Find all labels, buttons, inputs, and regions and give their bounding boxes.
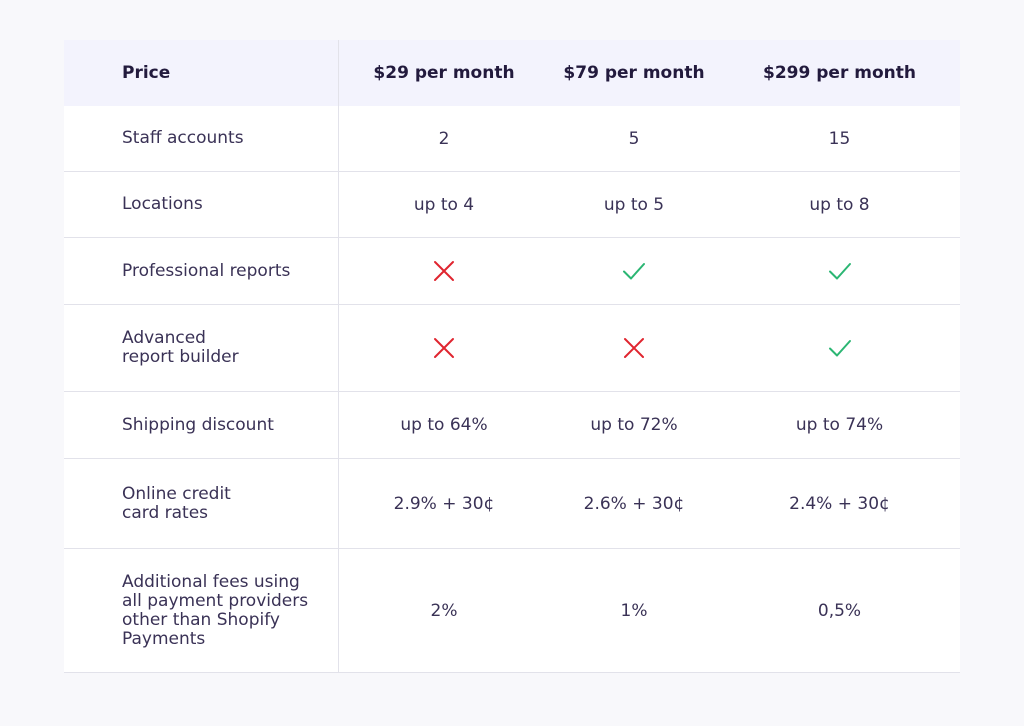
row-label-professional-reports: Professional reports	[122, 260, 291, 281]
table-cell: 2.4% + 30¢	[789, 493, 890, 514]
table-row: Advanced report builder	[64, 305, 960, 392]
cross-icon	[624, 338, 644, 358]
cross-icon	[434, 338, 454, 358]
pricing-table: Price $29 per month $79 per month $299 p…	[64, 40, 960, 673]
table-row: Professional reports	[64, 238, 960, 305]
table-row: Shipping discount up to 64% up to 72% up…	[64, 392, 960, 459]
row-label-locations: Locations	[122, 194, 203, 214]
check-icon	[549, 238, 719, 304]
table-cell: 5	[628, 128, 640, 149]
table-header-row: Price $29 per month $79 per month $299 p…	[64, 40, 960, 106]
row-label-advanced-report-builder: Advanced report builder	[122, 328, 239, 367]
table-row: Locations up to 4 up to 5 up to 8	[64, 172, 960, 238]
cross-icon	[339, 238, 549, 304]
table-cell: 2.6% + 30¢	[583, 493, 685, 514]
table-cell: 1%	[620, 600, 648, 621]
table-cell: 2%	[430, 600, 458, 621]
check-icon	[719, 305, 960, 391]
table-row: Additional fees using all payment provid…	[64, 549, 960, 673]
cross-icon	[434, 261, 454, 281]
plan-advanced-price: $299 per month	[763, 63, 916, 83]
row-label-shipping-discount: Shipping discount	[122, 414, 274, 435]
plan-basic-price: $29 per month	[373, 63, 515, 83]
table-row: Online credit card rates 2.9% + 30¢ 2.6%…	[64, 459, 960, 549]
check-icon	[828, 263, 851, 280]
check-icon	[719, 238, 960, 304]
table-cell: up to 8	[809, 194, 870, 215]
cross-icon	[549, 305, 719, 391]
row-label-online-credit-card-rates: Online credit card rates	[122, 483, 231, 523]
check-icon	[828, 340, 851, 357]
table-cell: up to 74%	[795, 415, 884, 435]
table-cell: 2.9% + 30¢	[393, 493, 495, 514]
table-cell: up to 72%	[590, 415, 678, 435]
table-cell: up to 64%	[400, 415, 488, 435]
check-icon	[623, 263, 645, 280]
table-cell: 0,5%	[817, 600, 862, 621]
table-cell: 15	[828, 128, 851, 149]
table-cell: 2	[438, 128, 450, 149]
header-price-label: Price	[64, 40, 339, 106]
row-label-additional-fees: Additional fees using all payment provid…	[122, 571, 309, 649]
table-cell: up to 4	[413, 194, 475, 215]
cross-icon	[339, 305, 549, 391]
table-row: Staff accounts 2 5 15	[64, 106, 960, 172]
plan-standard-price: $79 per month	[563, 63, 705, 83]
table-cell: up to 5	[603, 194, 665, 215]
row-label-staff-accounts: Staff accounts	[122, 128, 244, 148]
